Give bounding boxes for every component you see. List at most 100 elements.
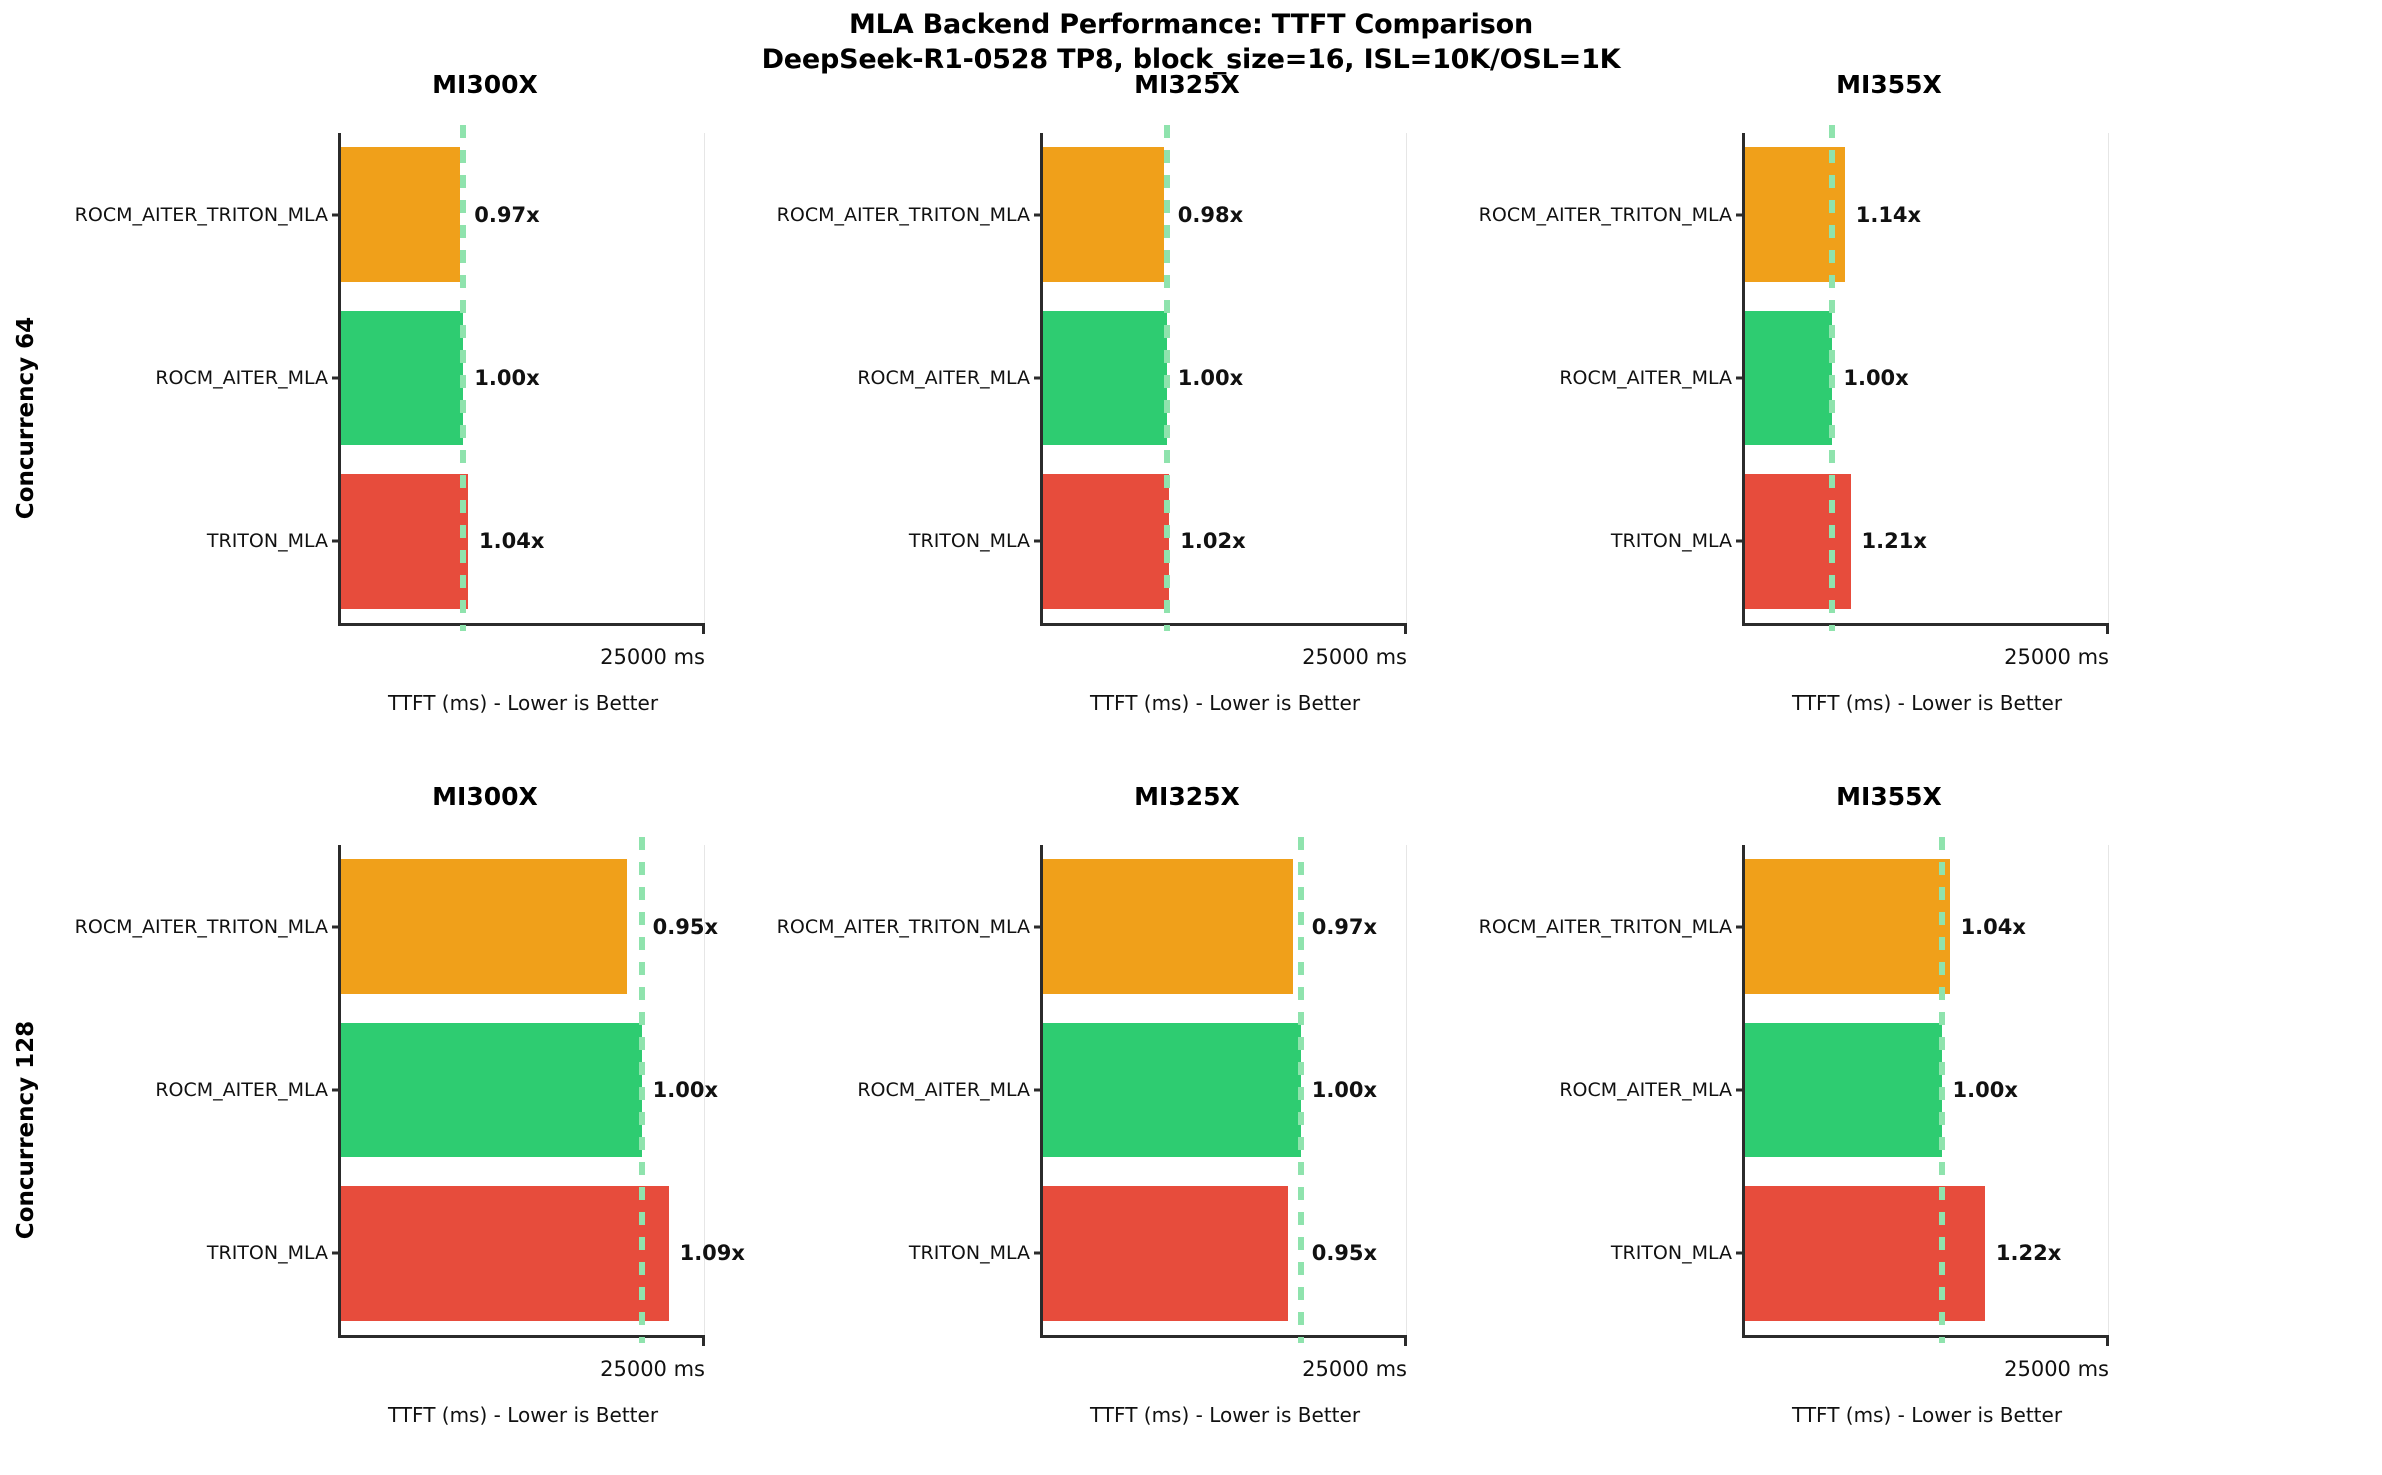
y-tick-mark	[1736, 1088, 1745, 1092]
y-tick-label-triton_mla: TRITON_MLA	[206, 530, 328, 553]
x-axis-label: TTFT (ms) - Lower is Better	[1089, 691, 1361, 715]
y-tick-label-rocm_aiter_mla: ROCM_AITER_MLA	[155, 366, 328, 389]
y-tick-label-triton_mla: TRITON_MLA	[206, 1242, 328, 1265]
bar-rocm_aiter_mla[interactable]	[1745, 310, 1833, 446]
bar-row: ROCM_AITER_TRITON_MLA 0.97x	[75, 147, 705, 283]
baseline-reference-line	[460, 125, 467, 631]
panel-mi300x-concurrency-128: MI300X ROCM_AITER_TRITON_MLA 0.95x ROCM_AIT…	[60, 782, 760, 1460]
row-label-concurrency-128: Concurrency 128	[13, 1020, 39, 1240]
x-axis-label: TTFT (ms) - Lower is Better	[1791, 691, 2063, 715]
x-tick-label-max: 25000 ms	[600, 645, 705, 669]
bar-row: ROCM_AITER_TRITON_MLA 1.04x	[1479, 859, 2109, 995]
y-tick-mark	[1034, 925, 1043, 929]
bar-rocm_aiter_mla[interactable]	[341, 310, 464, 446]
x-tick-mark	[2106, 1337, 2109, 1346]
y-tick-mark	[1034, 376, 1043, 380]
baseline-reference-line	[1163, 125, 1170, 631]
baseline-reference-line	[1297, 837, 1304, 1343]
y-tick-mark	[332, 376, 341, 380]
plot-area: ROCM_AITER_TRITON_MLA 0.97x ROCM_AITER_MLA…	[777, 837, 1407, 1427]
bar-triton_mla[interactable]	[341, 1185, 669, 1321]
bar-row: TRITON_MLA 1.04x	[207, 473, 705, 609]
x-tick-label-max: 25000 ms	[2004, 1357, 2109, 1381]
figure-title-line1: MLA Backend Performance: TTFT Comparison	[849, 9, 1533, 40]
panel-mi300x-concurrency-64: MI300X ROCM_AITER_TRITON_MLA 0.97x ROCM_AIT…	[60, 70, 760, 748]
bar-triton_mla[interactable]	[1745, 1185, 1985, 1321]
bar-value-label: 1.22x	[1995, 1241, 2062, 1266]
panel-title-mi300x: MI300X	[432, 782, 538, 811]
panel-mi325x-concurrency-128: MI325X ROCM_AITER_TRITON_MLA 0.97x ROCM_AIT…	[762, 782, 1462, 1460]
x-tick-mark	[702, 625, 705, 634]
bar-row: TRITON_MLA 1.02x	[909, 473, 1407, 609]
y-tick-mark	[332, 539, 341, 543]
bar-rocm_aiter_triton_mla[interactable]	[1043, 147, 1165, 283]
x-tick-mark	[1404, 625, 1407, 634]
bar-group: ROCM_AITER_TRITON_MLA 0.98x ROCM_AITER_MLA…	[777, 133, 1407, 623]
panel-mi325x-concurrency-64: MI325X ROCM_AITER_TRITON_MLA 0.98x ROCM_AIT…	[762, 70, 1462, 748]
baseline-reference-line	[1829, 125, 1836, 631]
x-tick-label-max: 25000 ms	[2004, 645, 2109, 669]
y-tick-label-rocm_aiter_mla: ROCM_AITER_MLA	[155, 1078, 328, 1101]
y-tick-mark	[332, 925, 341, 929]
y-tick-label-triton_mla: TRITON_MLA	[1610, 1242, 1732, 1265]
baseline-reference-line	[1938, 837, 1945, 1343]
bar-rocm_aiter_mla[interactable]	[1043, 1022, 1301, 1158]
bar-row: TRITON_MLA 0.95x	[909, 1185, 1407, 1321]
bar-value-label: 1.14x	[1855, 202, 1922, 227]
y-tick-label-rocm_aiter_triton_mla: ROCM_AITER_TRITON_MLA	[776, 203, 1030, 226]
bar-value-label: 1.21x	[1861, 529, 1927, 554]
bar-value-label: 1.02x	[1180, 529, 1246, 554]
bar-row: ROCM_AITER_TRITON_MLA 0.97x	[777, 859, 1407, 995]
panel-title-mi325x: MI325X	[1134, 782, 1240, 811]
x-axis-label: TTFT (ms) - Lower is Better	[387, 691, 659, 715]
y-tick-mark	[1034, 1251, 1043, 1255]
bar-rocm_aiter_mla[interactable]	[1043, 310, 1167, 446]
bar-rocm_aiter_triton_mla[interactable]	[1043, 859, 1294, 995]
x-tick-mark	[702, 1337, 705, 1346]
y-tick-mark	[1736, 925, 1745, 929]
bar-value-label: 1.00x	[1843, 365, 1909, 390]
bar-value-label: 0.97x	[474, 202, 540, 227]
panel-title-mi355x: MI355X	[1836, 782, 1942, 811]
x-axis-label: TTFT (ms) - Lower is Better	[1791, 1403, 2063, 1427]
bar-rocm_aiter_triton_mla[interactable]	[1745, 859, 1950, 995]
x-tick-label-max: 25000 ms	[1302, 645, 1407, 669]
x-tick-mark	[1404, 1337, 1407, 1346]
y-tick-mark	[1736, 376, 1745, 380]
bar-triton_mla[interactable]	[341, 473, 469, 609]
x-axis-label: TTFT (ms) - Lower is Better	[387, 1403, 659, 1427]
y-tick-label-rocm_aiter_triton_mla: ROCM_AITER_TRITON_MLA	[1478, 203, 1732, 226]
bar-row: ROCM_AITER_TRITON_MLA 0.95x	[75, 859, 718, 995]
bar-triton_mla[interactable]	[1043, 473, 1170, 609]
bar-rocm_aiter_triton_mla[interactable]	[1745, 147, 1845, 283]
y-tick-label-rocm_aiter_mla: ROCM_AITER_MLA	[857, 366, 1030, 389]
bar-row: TRITON_MLA 1.21x	[1611, 473, 2109, 609]
y-tick-label-rocm_aiter_triton_mla: ROCM_AITER_TRITON_MLA	[776, 915, 1030, 938]
y-tick-label-rocm_aiter_triton_mla: ROCM_AITER_TRITON_MLA	[74, 203, 328, 226]
y-tick-label-rocm_aiter_mla: ROCM_AITER_MLA	[857, 1078, 1030, 1101]
bar-group: ROCM_AITER_TRITON_MLA 0.95x ROCM_AITER_MLA…	[75, 845, 745, 1335]
bar-row: ROCM_AITER_MLA 1.00x	[155, 310, 705, 446]
bar-row: ROCM_AITER_MLA 1.00x	[857, 310, 1407, 446]
panel-title-mi325x: MI325X	[1134, 70, 1240, 99]
bar-rocm_aiter_triton_mla[interactable]	[341, 859, 627, 995]
panel-title-mi355x: MI355X	[1836, 70, 1942, 99]
y-tick-mark	[332, 1251, 341, 1255]
x-tick-label-max: 25000 ms	[1302, 1357, 1407, 1381]
y-tick-mark	[1736, 1251, 1745, 1255]
bar-row: ROCM_AITER_TRITON_MLA 0.98x	[777, 147, 1407, 283]
figure-title: MLA Backend Performance: TTFT Comparison…	[0, 8, 2382, 77]
bar-value-label: 0.98x	[1177, 202, 1244, 227]
bar-row: ROCM_AITER_MLA 1.00x	[1559, 310, 2109, 446]
bar-rocm_aiter_triton_mla[interactable]	[341, 147, 460, 283]
bar-value-label: 1.04x	[479, 529, 545, 554]
bar-rocm_aiter_mla[interactable]	[341, 1022, 642, 1158]
bar-row: TRITON_MLA 1.22x	[1611, 1185, 2109, 1321]
plot-area: ROCM_AITER_TRITON_MLA 0.95x ROCM_AITER_MLA…	[75, 837, 745, 1427]
y-tick-label-rocm_aiter_mla: ROCM_AITER_MLA	[1559, 366, 1732, 389]
y-tick-label-rocm_aiter_triton_mla: ROCM_AITER_TRITON_MLA	[1478, 915, 1732, 938]
bar-rocm_aiter_mla[interactable]	[1745, 1022, 1942, 1158]
bar-group: ROCM_AITER_TRITON_MLA 0.97x ROCM_AITER_MLA…	[75, 133, 705, 623]
bar-triton_mla[interactable]	[1043, 1185, 1288, 1321]
bar-row: ROCM_AITER_MLA 1.00x	[155, 1022, 718, 1158]
